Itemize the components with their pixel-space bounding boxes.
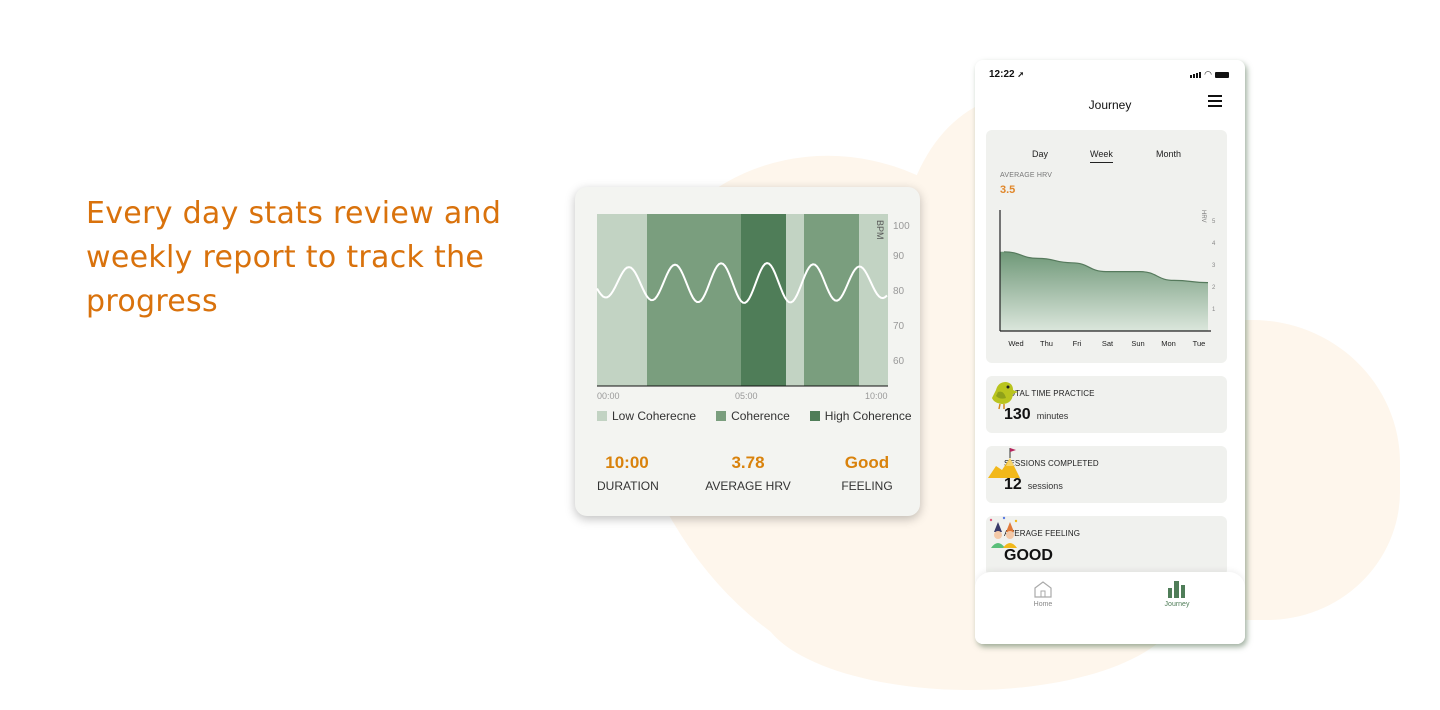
average-hrv-value: 3.78 <box>731 453 765 472</box>
day-tick: Wed <box>1008 339 1023 348</box>
total-time-value-row: 130 minutes <box>1004 406 1068 424</box>
duration-label: DURATION <box>597 479 659 493</box>
feeling-value: Good <box>844 453 890 472</box>
day-tick: Tue <box>1193 339 1206 348</box>
x-tick: 10:00 <box>865 391 888 401</box>
duration-value: 10:00 <box>605 453 649 472</box>
coherence-band <box>804 214 859 386</box>
day-tick: Mon <box>1161 339 1176 348</box>
y-tick: 70 <box>893 321 905 332</box>
tab-month[interactable]: Month <box>1156 149 1182 159</box>
status-time: 12:22 ➚ <box>989 69 1024 80</box>
sessions-value-row: 12 sessions <box>1004 476 1063 494</box>
day-tick: Sun <box>1131 339 1144 348</box>
low-coherence-band <box>597 214 647 386</box>
legend-label: High Coherence <box>824 409 912 423</box>
legend-item-mid: Coherence <box>716 409 790 423</box>
average-hrv-value: 3.5 <box>1000 184 1016 196</box>
nav-label-home: Home <box>1033 601 1053 608</box>
total-time-value: 130 <box>1004 406 1031 423</box>
hrv-y-tick: 1 <box>1212 307 1216 313</box>
y-tick: 100 <box>893 221 910 232</box>
bird-icon <box>992 382 1018 410</box>
x-tick: 00:00 <box>597 391 620 401</box>
status-time-text: 12:22 <box>989 69 1015 80</box>
hrv-x-ticks: Wed Thu Fri Sat Sun Mon Tue <box>1008 339 1205 348</box>
session-stats: 10:00 DURATION 3.78 AVERAGE HRV Good FEE… <box>575 453 920 493</box>
y-tick: 80 <box>893 286 905 297</box>
duration-stat: 10:00 DURATION <box>597 453 659 493</box>
sessions-title: SESSIONS COMPLETED <box>1004 459 1099 468</box>
legend-label: Coherence <box>731 409 790 423</box>
hrv-chart-panel: Day Week Month AVERAGE HRV 3.5 HRV 5 4 3 2 1 <box>986 130 1227 363</box>
average-feeling-card: AVERAGE FEELING GOOD <box>986 516 1227 576</box>
legend-swatch <box>716 411 727 421</box>
average-feeling-value: GOOD <box>1004 547 1053 564</box>
y-tick: 90 <box>893 251 905 262</box>
total-time-title: TOTAL TIME PRACTICE <box>1004 389 1095 398</box>
average-hrv-label: AVERAGE HRV <box>705 479 791 493</box>
coherence-legend: Low Coherecne Coherence High Coherence <box>597 409 912 423</box>
hrv-line <box>1003 251 1209 284</box>
signal-icon <box>1190 71 1202 78</box>
sessions-unit: sessions <box>1027 481 1063 491</box>
page-title: Journey <box>1088 98 1132 112</box>
bpm-axis-label: BPM <box>875 220 885 240</box>
wifi-icon: ◠ <box>1204 69 1212 79</box>
tab-week[interactable]: Week <box>1090 149 1113 163</box>
tab-day[interactable]: Day <box>1032 149 1049 159</box>
phone-screen: 12:22 ➚ ◠ Journey Day Week Month AVERAGE… <box>975 60 1245 644</box>
y-tick: 60 <box>893 356 905 367</box>
hrv-y-tick: 3 <box>1212 263 1216 269</box>
bottom-nav: Home Journey <box>975 572 1245 644</box>
average-hrv-label: AVERAGE HRV <box>1000 172 1053 179</box>
feeling-stat: Good FEELING <box>837 453 897 493</box>
nav-item-journey[interactable]: Journey <box>1147 580 1207 608</box>
location-arrow-icon: ➚ <box>1017 70 1025 79</box>
legend-item-high: High Coherence <box>809 409 912 423</box>
bpm-wave-line <box>596 262 888 304</box>
happy-people-icon <box>989 516 1018 548</box>
total-time-card: TOTAL TIME PRACTICE 130 minutes <box>986 376 1227 433</box>
nav-item-home[interactable]: Home <box>1013 580 1073 608</box>
total-time-unit: minutes <box>1036 411 1069 421</box>
hrv-axis-label: HRV <box>1200 210 1206 223</box>
legend-item-low: Low Coherecne <box>597 409 696 423</box>
headline: Every day stats review and weekly report… <box>86 196 502 319</box>
coherence-chart: BPM 100 90 80 70 60 00:00 05:00 10:00 <box>596 214 910 401</box>
mountain-flag-icon <box>988 448 1020 478</box>
weekly-hrv-chart: HRV 5 4 3 2 1 Wed Thu Fri Sat Sun Mon Tue <box>999 210 1216 348</box>
battery-icon <box>1215 71 1229 78</box>
sessions-value: 12 <box>1004 476 1022 493</box>
day-tick: Thu <box>1040 339 1053 348</box>
sessions-card: SESSIONS COMPLETED 12 sessions <box>986 446 1227 503</box>
bar-chart-icon <box>1168 581 1185 598</box>
x-tick: 05:00 <box>735 391 758 401</box>
legend-label: Low Coherecne <box>612 409 697 423</box>
feeling-label: FEELING <box>841 479 893 493</box>
status-icons: ◠ <box>1190 69 1229 80</box>
low-coherence-band <box>859 214 888 386</box>
session-summary-card: BPM 100 90 80 70 60 00:00 05:00 10:00 Lo… <box>575 187 920 516</box>
hrv-y-tick: 2 <box>1212 285 1216 291</box>
legend-swatch <box>809 411 820 421</box>
average-hrv-stat: 3.78 AVERAGE HRV <box>703 453 793 493</box>
day-tick: Fri <box>1073 339 1082 348</box>
nav-label-journey: Journey <box>1164 601 1190 608</box>
legend-swatch <box>597 411 607 421</box>
home-icon <box>1034 581 1052 598</box>
average-feeling-title: AVERAGE FEELING <box>1004 529 1081 538</box>
hamburger-menu-icon[interactable] <box>1208 95 1222 107</box>
hrv-area <box>1000 251 1208 331</box>
hrv-y-tick: 4 <box>1212 241 1216 247</box>
hrv-y-tick: 5 <box>1212 219 1216 225</box>
hrv-y-ticks: 5 4 3 2 1 <box>1212 219 1216 313</box>
day-tick: Sat <box>1102 339 1114 348</box>
